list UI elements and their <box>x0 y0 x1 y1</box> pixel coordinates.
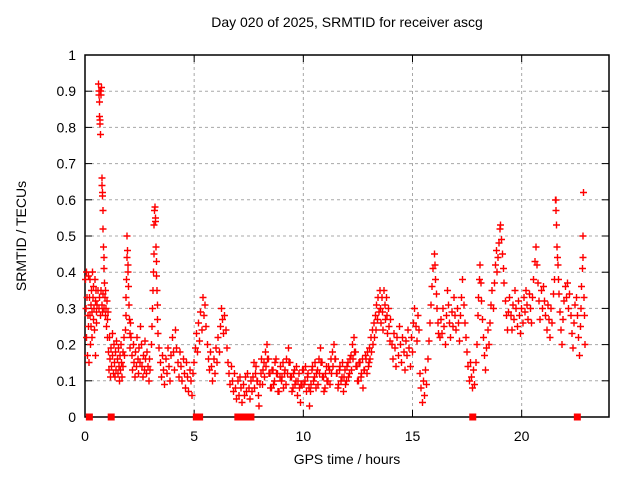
y-tick-label: 0.9 <box>57 83 77 99</box>
chart-title: Day 020 of 2025, SRMTID for receiver asc… <box>211 14 483 30</box>
y-tick-label: 0.4 <box>57 264 77 280</box>
zero-value-markers <box>85 413 581 421</box>
y-tick-label: 0.6 <box>57 192 77 208</box>
y-tick-label: 0.2 <box>57 337 77 353</box>
plot-border <box>84 54 610 418</box>
y-tick-label: 0.1 <box>57 373 77 389</box>
y-tick-label: 0.5 <box>57 228 77 244</box>
x-tick-label: 10 <box>296 428 312 444</box>
gridlines <box>85 55 609 417</box>
tick-labels: 00.10.20.30.40.50.60.70.80.910 5 10 15 20 <box>57 47 530 444</box>
y-tick-label: 0.7 <box>57 156 77 172</box>
scatter-points-srmtid <box>82 80 589 410</box>
x-tick-label: 20 <box>514 428 530 444</box>
y-tick-label: 0.3 <box>57 300 77 316</box>
x-axis-title: GPS time / hours <box>293 451 401 467</box>
x-tick-label: 15 <box>405 428 421 444</box>
y-tick-label: 0.8 <box>57 119 77 135</box>
y-tick-label: 1 <box>68 47 76 63</box>
y-tick-label: 0 <box>68 409 76 425</box>
x-tick-label: 5 <box>190 428 198 444</box>
x-tick-label: 0 <box>81 428 89 444</box>
